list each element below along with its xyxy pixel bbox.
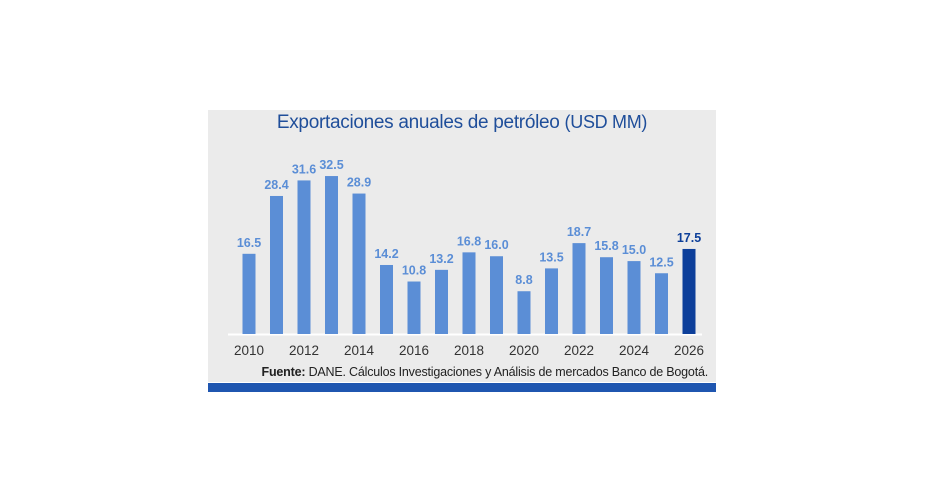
data-label-2022: 18.7: [567, 225, 591, 239]
bar-2022: [572, 243, 586, 334]
data-label-2013: 32.5: [319, 158, 343, 172]
data-label-2021: 13.5: [539, 250, 563, 264]
data-label-2016: 10.8: [402, 264, 426, 278]
x-tick-label-2012: 2012: [289, 343, 319, 358]
chart-title-main: Exportaciones anuales de petróleo: [276, 112, 560, 133]
bar-2011: [270, 195, 283, 334]
data-label-2023: 15.8: [594, 239, 618, 253]
chart-card: [208, 110, 716, 382]
bar-2014: [352, 193, 366, 334]
x-tick-label-2018: 2018: [454, 343, 484, 358]
data-label-2019: 16.0: [484, 238, 508, 252]
data-label-2017: 13.2: [429, 252, 453, 266]
data-label-2010: 16.5: [237, 236, 261, 250]
bar-2010: [242, 253, 256, 334]
data-label-2011: 28.4: [264, 178, 288, 192]
data-label-2025: 12.5: [649, 255, 673, 269]
bar-2016: [407, 281, 421, 334]
footer-bar: [208, 383, 716, 392]
data-label-2024: 15.0: [622, 243, 646, 257]
x-tick-label-2010: 2010: [234, 343, 264, 358]
data-label-2014: 28.9: [347, 176, 371, 190]
bar-2023: [600, 257, 613, 334]
source-text: DANE. Cálculos Investigaciones y Análisi…: [305, 365, 709, 379]
data-label-2026: 17.5: [677, 231, 701, 245]
data-label-2018: 16.8: [457, 234, 481, 248]
x-tick-label-2022: 2022: [564, 343, 594, 358]
x-tick-label-2026: 2026: [674, 343, 704, 358]
chart-title-units: (USD MM): [564, 112, 648, 132]
bar-2026: [682, 248, 696, 334]
x-tick-label-2024: 2024: [619, 343, 650, 358]
data-label-2015: 14.2: [374, 247, 398, 261]
chart-title: Exportaciones anuales de petróleo (USD M…: [208, 112, 716, 134]
source-note: Fuente: DANE. Cálculos Investigaciones y…: [208, 365, 709, 379]
bar-2018: [462, 252, 476, 334]
bar-2015: [380, 264, 393, 334]
source-prefix: Fuente:: [261, 365, 306, 379]
bar-2025: [655, 273, 668, 334]
bar-2019: [490, 256, 503, 334]
bar-2020: [517, 291, 531, 334]
bar-2024: [627, 261, 641, 334]
data-label-2020: 8.8: [515, 273, 532, 287]
data-label-2012: 31.6: [292, 162, 316, 176]
bar-2012: [297, 180, 311, 334]
bar-2013: [325, 176, 338, 334]
bar-2021: [545, 268, 558, 334]
x-tick-label-2016: 2016: [399, 343, 429, 358]
x-tick-label-2020: 2020: [509, 343, 539, 358]
x-tick-label-2014: 2014: [344, 343, 375, 358]
bar-2017: [435, 269, 448, 334]
